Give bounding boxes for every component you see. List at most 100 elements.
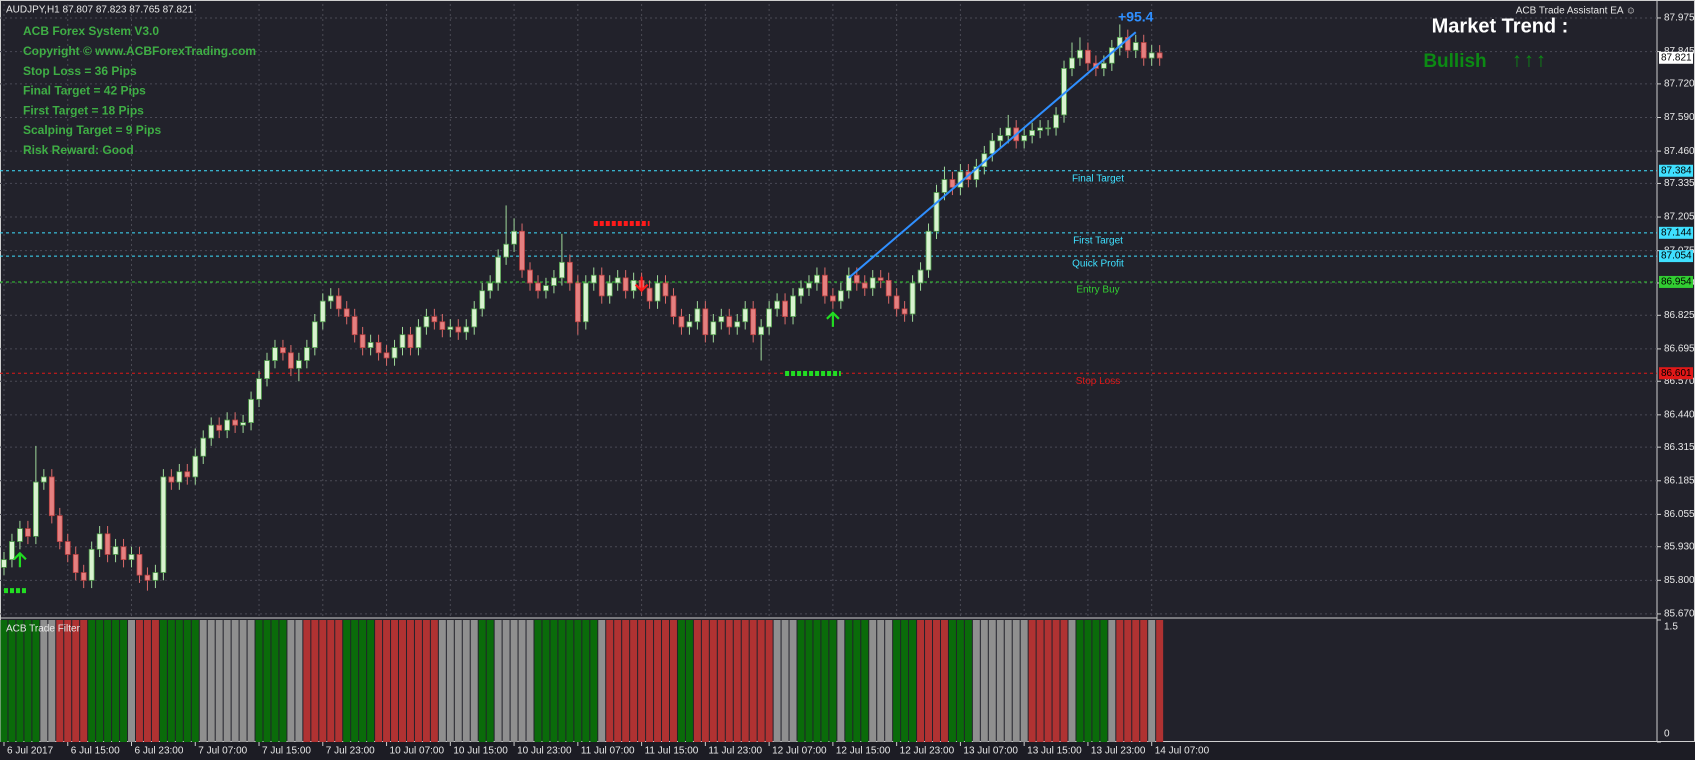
signal-arrow bbox=[13, 551, 27, 568]
y-tick-label: 87.720 bbox=[1664, 79, 1695, 90]
x-tick-label: 10 Jul 15:00 bbox=[453, 746, 508, 757]
filter-bar bbox=[406, 620, 414, 742]
filter-bar bbox=[893, 620, 901, 742]
filter-bar bbox=[327, 620, 335, 742]
filter-bar bbox=[606, 620, 614, 742]
filter-bar bbox=[1124, 620, 1132, 742]
x-tick-label: 12 Jul 07:00 bbox=[772, 746, 827, 757]
candle-body bbox=[646, 287, 653, 302]
candle-body bbox=[176, 471, 183, 483]
filter-bar bbox=[853, 620, 861, 742]
candle-body bbox=[1100, 62, 1107, 69]
price-tag-label: 87.144 bbox=[1661, 227, 1692, 238]
filter-bar bbox=[1140, 620, 1148, 742]
candle-body bbox=[654, 282, 661, 302]
filter-bar bbox=[0, 620, 8, 742]
candle-body bbox=[112, 546, 119, 555]
trend-line-label: +95.4 bbox=[1118, 9, 1154, 25]
filter-bar bbox=[40, 620, 48, 742]
candle-body bbox=[901, 308, 908, 315]
filter-bar bbox=[223, 620, 231, 742]
candle-body bbox=[495, 256, 502, 284]
filter-bar bbox=[669, 620, 677, 742]
candle-body bbox=[479, 290, 486, 310]
filter-bar bbox=[335, 620, 343, 742]
candle-body bbox=[431, 316, 438, 323]
filter-bar bbox=[598, 620, 606, 742]
filter-bar bbox=[199, 620, 207, 742]
filter-bar bbox=[789, 620, 797, 742]
info-line: Scalping Target = 9 Pips bbox=[23, 123, 161, 137]
market-trend-value: Bullish bbox=[1423, 51, 1486, 72]
filter-bar bbox=[8, 620, 16, 742]
filter-bar bbox=[1132, 620, 1140, 742]
filter-bar bbox=[1068, 620, 1076, 742]
candle-body bbox=[9, 541, 15, 561]
candle-body bbox=[487, 282, 494, 292]
y-tick-label: 87.975 bbox=[1664, 13, 1695, 24]
candle-body bbox=[160, 476, 167, 573]
level-label: Entry Buy bbox=[1076, 285, 1119, 296]
filter-bar bbox=[239, 620, 247, 742]
candle-body bbox=[128, 554, 135, 561]
y-tick-label: 87.205 bbox=[1664, 212, 1695, 223]
y-tick-label: 87.590 bbox=[1664, 112, 1695, 123]
filter-bar bbox=[940, 620, 948, 742]
candle-body bbox=[88, 548, 95, 581]
x-tick-label: 13 Jul 23:00 bbox=[1091, 746, 1146, 757]
filter-bar bbox=[56, 620, 64, 742]
filter-bar bbox=[486, 620, 494, 742]
filter-bar bbox=[901, 620, 909, 742]
candle-body bbox=[582, 282, 589, 323]
x-tick-label: 10 Jul 07:00 bbox=[390, 746, 445, 757]
candle-body bbox=[144, 574, 151, 581]
candle-body bbox=[391, 347, 398, 359]
filter-bar bbox=[128, 620, 135, 742]
filter-bar bbox=[1020, 620, 1028, 742]
candle-body bbox=[423, 316, 430, 328]
filter-bar bbox=[375, 620, 383, 742]
level-label: Final Target bbox=[1072, 173, 1124, 184]
candle-body bbox=[25, 528, 31, 537]
level-label: First Target bbox=[1073, 235, 1123, 246]
candle-body bbox=[933, 192, 940, 232]
candle-body bbox=[606, 282, 613, 297]
symbol-line: AUDJPY,H1 87.807 87.823 87.765 87.821 bbox=[6, 5, 194, 16]
candle-body bbox=[1156, 52, 1163, 59]
candle-body bbox=[367, 342, 374, 349]
candle-body bbox=[1148, 52, 1155, 59]
filter-bar bbox=[88, 620, 96, 742]
filter-bar bbox=[287, 620, 295, 742]
filter-bar bbox=[1004, 620, 1012, 742]
candle-body bbox=[56, 515, 63, 542]
filter-bar bbox=[845, 620, 853, 742]
filter-bar bbox=[462, 620, 470, 742]
candle-body bbox=[383, 352, 390, 359]
candle-body bbox=[574, 282, 581, 323]
level-label: Quick Profit bbox=[1072, 259, 1124, 270]
candle-body bbox=[17, 528, 23, 542]
price-tag bbox=[1659, 250, 1693, 263]
candle-body bbox=[335, 295, 342, 310]
candle-body bbox=[782, 300, 788, 317]
filter-bar bbox=[638, 620, 646, 742]
filter-bar bbox=[1036, 620, 1044, 742]
candle-body bbox=[192, 455, 199, 478]
filter-bar bbox=[367, 620, 375, 742]
filter-bar bbox=[877, 620, 885, 742]
filter-bar bbox=[231, 620, 239, 742]
candle-body bbox=[152, 572, 159, 581]
filter-bar bbox=[478, 620, 486, 742]
price-tag bbox=[1659, 275, 1693, 288]
candle-body bbox=[909, 282, 916, 315]
market-trend-arrows: ↑↑↑ bbox=[1512, 49, 1548, 71]
filter-bar bbox=[885, 620, 893, 742]
candle-body bbox=[1124, 36, 1131, 51]
price-tag bbox=[1659, 226, 1693, 239]
price-tag-label: 86.601 bbox=[1661, 368, 1692, 379]
info-line: First Target = 18 Pips bbox=[23, 103, 144, 117]
candle-body bbox=[168, 476, 175, 483]
candle-body bbox=[997, 135, 1004, 142]
mark-layer bbox=[0, 24, 1657, 594]
filter-bar bbox=[24, 620, 32, 742]
